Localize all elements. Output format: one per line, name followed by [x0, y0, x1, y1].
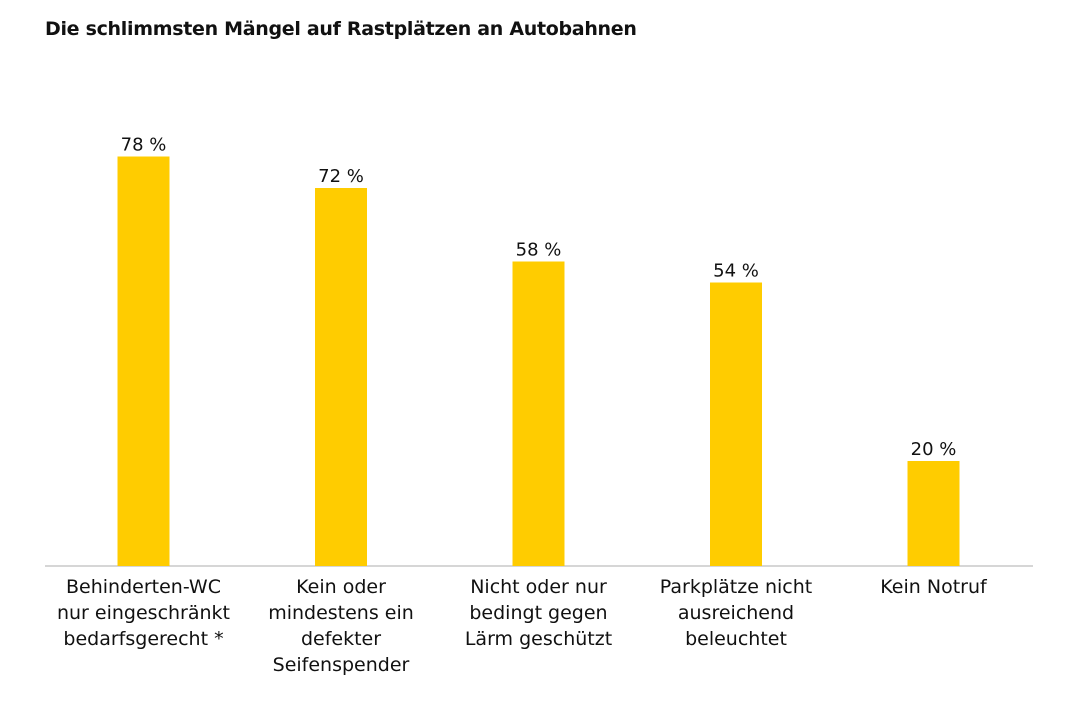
category-label-line: Behinderten-WC	[66, 576, 221, 598]
category-label-line: Nicht oder nur	[470, 576, 607, 598]
category-label-4: Parkplätze nicht ausreichend beleuchtet	[638, 574, 834, 652]
category-label-line: defekter	[300, 628, 382, 650]
category-label-2: Kein oder mindestens ein defekter Seifenspe…	[243, 574, 439, 678]
category-label-line: bedarfsgerecht *	[63, 628, 224, 650]
category-label-line: Seifenspender	[272, 654, 410, 676]
value-label-4: 54 %	[713, 261, 759, 282]
category-label-line: Kein Notruf	[880, 576, 987, 598]
bar-2	[315, 188, 367, 566]
category-label-line: bedingt gegen	[469, 602, 608, 624]
bar-3	[512, 261, 565, 566]
bar-4	[710, 282, 762, 566]
value-label-3: 58 %	[516, 240, 562, 261]
category-label-5: Kein Notruf	[836, 574, 1032, 600]
chart-title: Die schlimmsten Mängel auf Rastplätzen a…	[45, 18, 637, 40]
category-label-line: nur eingeschränkt	[56, 602, 231, 624]
value-label-5: 20 %	[911, 439, 957, 460]
value-label-2: 72 %	[318, 166, 364, 187]
category-label-1: Behinderten-WC nur eingeschränkt bedarfsge…	[46, 574, 242, 652]
category-label-line: Lärm geschützt	[464, 628, 613, 650]
category-label-line: Kein oder	[296, 576, 386, 598]
category-label-line: beleuchtet	[685, 628, 787, 650]
bar-1	[117, 156, 170, 566]
category-label-line: Parkplätze nicht	[659, 576, 813, 598]
category-label-line: ausreichend	[677, 602, 795, 624]
bar-5	[907, 461, 960, 566]
value-label-1: 78 %	[121, 135, 167, 156]
category-label-line: mindestens ein	[268, 602, 414, 624]
category-label-3: Nicht oder nur bedingt gegen Lärm geschütz…	[441, 574, 637, 652]
